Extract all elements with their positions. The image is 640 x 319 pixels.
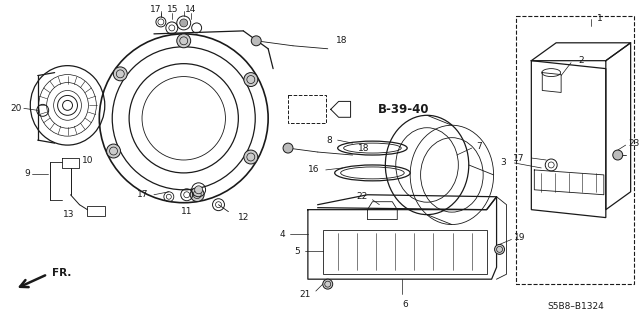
Circle shape xyxy=(180,19,188,27)
Text: 20: 20 xyxy=(10,104,22,113)
Text: 4: 4 xyxy=(280,230,285,239)
Text: 2: 2 xyxy=(578,56,584,65)
Polygon shape xyxy=(531,61,606,218)
Text: 21: 21 xyxy=(300,290,311,299)
Text: 10: 10 xyxy=(83,157,94,166)
Text: 17: 17 xyxy=(150,4,162,13)
Circle shape xyxy=(323,279,333,289)
Text: B-39-40: B-39-40 xyxy=(378,103,429,116)
Circle shape xyxy=(190,188,204,202)
Text: 7: 7 xyxy=(477,142,483,151)
Text: 9: 9 xyxy=(24,169,30,178)
Text: 15: 15 xyxy=(167,4,179,13)
Text: 6: 6 xyxy=(403,300,408,308)
Circle shape xyxy=(495,244,504,254)
FancyBboxPatch shape xyxy=(288,95,326,123)
Circle shape xyxy=(177,34,191,48)
Text: 3: 3 xyxy=(500,159,506,167)
Circle shape xyxy=(244,73,258,86)
Text: 5: 5 xyxy=(294,247,300,256)
Circle shape xyxy=(283,143,293,153)
Text: 19: 19 xyxy=(515,233,526,242)
Text: 11: 11 xyxy=(181,207,193,216)
FancyBboxPatch shape xyxy=(323,229,486,274)
FancyBboxPatch shape xyxy=(88,206,105,216)
Text: 23: 23 xyxy=(628,139,640,148)
Text: 18: 18 xyxy=(336,36,347,45)
Circle shape xyxy=(252,36,261,46)
Circle shape xyxy=(244,150,258,164)
Text: 22: 22 xyxy=(356,192,367,201)
Text: 8: 8 xyxy=(326,136,332,145)
Text: 17: 17 xyxy=(136,190,148,199)
FancyBboxPatch shape xyxy=(516,16,634,284)
Text: 16: 16 xyxy=(308,166,320,174)
Text: 18: 18 xyxy=(358,144,369,152)
Text: 14: 14 xyxy=(185,4,196,13)
Circle shape xyxy=(195,186,203,194)
Circle shape xyxy=(107,144,120,158)
Text: S5B8–B1324: S5B8–B1324 xyxy=(548,302,604,311)
Text: FR.: FR. xyxy=(52,268,71,278)
Text: 13: 13 xyxy=(63,210,74,219)
Text: 17: 17 xyxy=(513,153,524,162)
Text: 1: 1 xyxy=(597,14,603,24)
Circle shape xyxy=(612,150,623,160)
Text: 12: 12 xyxy=(238,213,250,222)
Circle shape xyxy=(113,67,127,81)
